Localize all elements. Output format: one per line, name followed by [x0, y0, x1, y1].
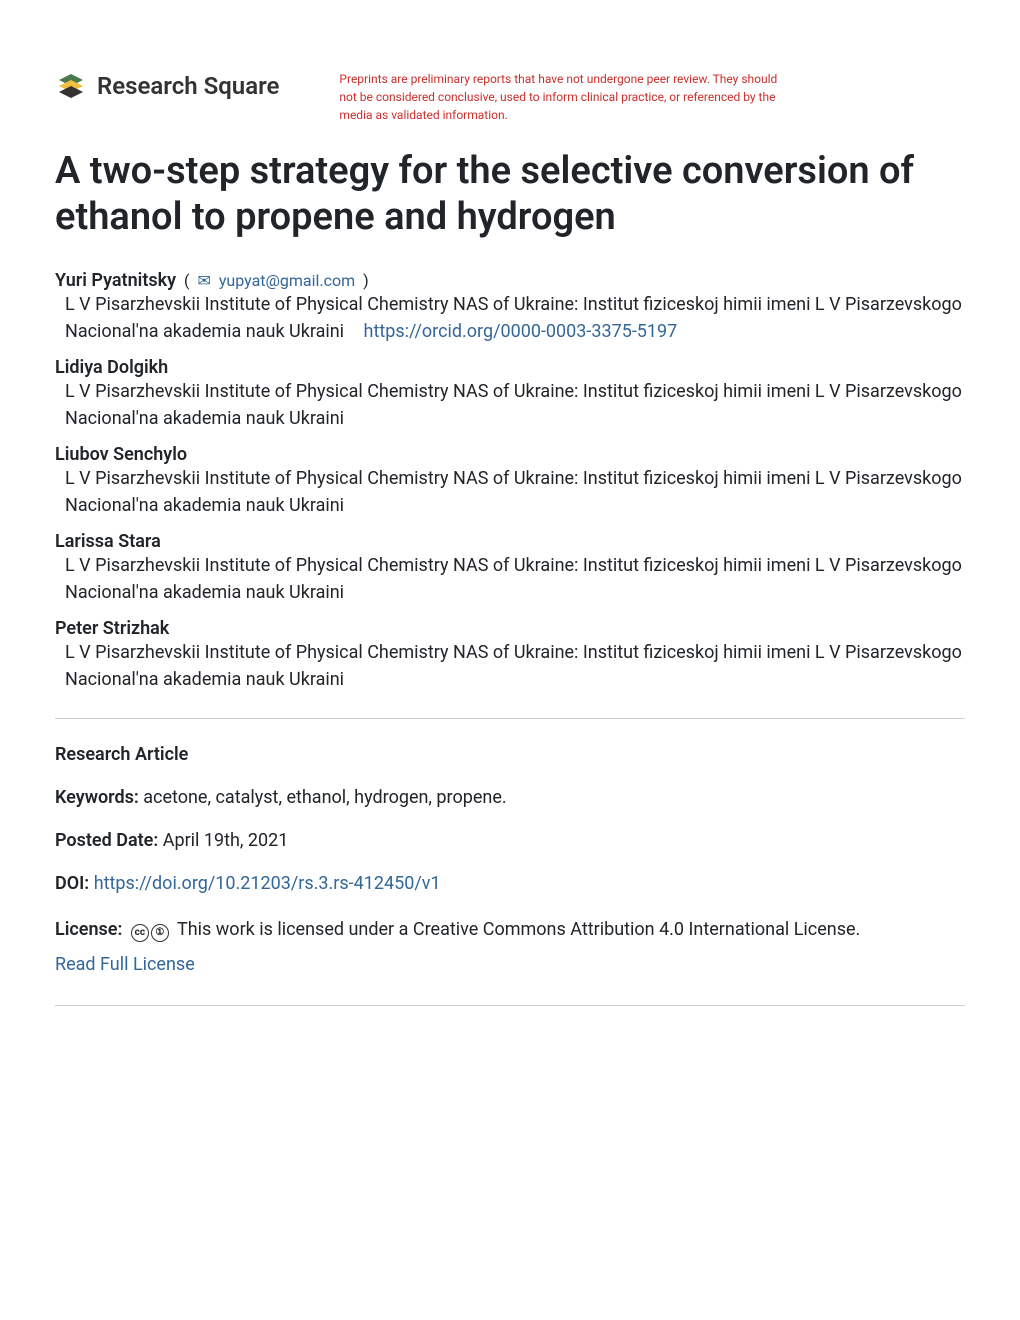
page-header: Research Square Preprints are preliminar… — [55, 70, 965, 124]
author-email-link[interactable]: yupyat@gmail.com — [219, 271, 355, 290]
author-name: Lidiya Dolgikh — [55, 357, 168, 378]
author-block: Liubov Senchylo L V Pisarzhevskii Instit… — [55, 444, 965, 519]
keywords-value: acetone, catalyst, ethanol, hydrogen, pr… — [143, 787, 506, 808]
by-icon: ① — [151, 924, 169, 942]
keywords-row: Keywords: acetone, catalyst, ethanol, hy… — [55, 787, 965, 808]
license-label: License: — [55, 919, 122, 940]
posted-date-label: Posted Date: — [55, 830, 158, 851]
cc-license-icons: cc ① — [131, 924, 169, 942]
doi-label: DOI: — [55, 873, 89, 894]
posted-date-row: Posted Date: April 19th, 2021 — [55, 830, 965, 851]
posted-date-value: April 19th, 2021 — [163, 830, 289, 851]
corresponding-author-indicator: ( ✉ yupyat@gmail.com ) — [180, 271, 369, 290]
author-affiliation: L V Pisarzhevskii Institute of Physical … — [65, 639, 965, 693]
logo-text: Research Square — [97, 72, 279, 100]
section-divider — [55, 718, 965, 719]
article-type: Research Article — [55, 744, 965, 765]
doi-row: DOI: https://doi.org/10.21203/rs.3.rs-41… — [55, 873, 965, 894]
read-full-license-link[interactable]: Read Full License — [55, 951, 965, 980]
author-affiliation: L V Pisarzhevskii Institute of Physical … — [65, 291, 965, 345]
author-affiliation: L V Pisarzhevskii Institute of Physical … — [65, 378, 965, 432]
author-affiliation: L V Pisarzhevskii Institute of Physical … — [65, 552, 965, 606]
preprint-disclaimer: Preprints are preliminary reports that h… — [339, 70, 779, 124]
author-affiliation: L V Pisarzhevskii Institute of Physical … — [65, 465, 965, 519]
email-icon: ✉ — [197, 271, 210, 290]
section-divider — [55, 1005, 965, 1006]
paper-title: A two-step strategy for the selective co… — [55, 149, 965, 240]
cc-icon: cc — [131, 924, 149, 942]
author-name: Yuri Pyatnitsky — [55, 270, 176, 291]
author-name: Larissa Stara — [55, 531, 161, 552]
author-block: Lidiya Dolgikh L V Pisarzhevskii Institu… — [55, 357, 965, 432]
license-row: License: cc ① This work is licensed unde… — [55, 916, 965, 980]
author-name: Peter Strizhak — [55, 618, 169, 639]
author-block: Yuri Pyatnitsky ( ✉ yupyat@gmail.com ) L… — [55, 270, 965, 345]
author-block: Peter Strizhak L V Pisarzhevskii Institu… — [55, 618, 965, 693]
author-name: Liubov Senchylo — [55, 444, 187, 465]
research-square-logo-icon — [55, 70, 87, 102]
orcid-link[interactable]: https://orcid.org/0000-0003-3375-5197 — [364, 321, 678, 342]
author-block: Larissa Stara L V Pisarzhevskii Institut… — [55, 531, 965, 606]
license-description: This work is licensed under a Creative C… — [177, 919, 860, 940]
logo[interactable]: Research Square — [55, 70, 279, 102]
doi-link[interactable]: https://doi.org/10.21203/rs.3.rs-412450/… — [94, 873, 441, 894]
keywords-label: Keywords: — [55, 787, 139, 808]
